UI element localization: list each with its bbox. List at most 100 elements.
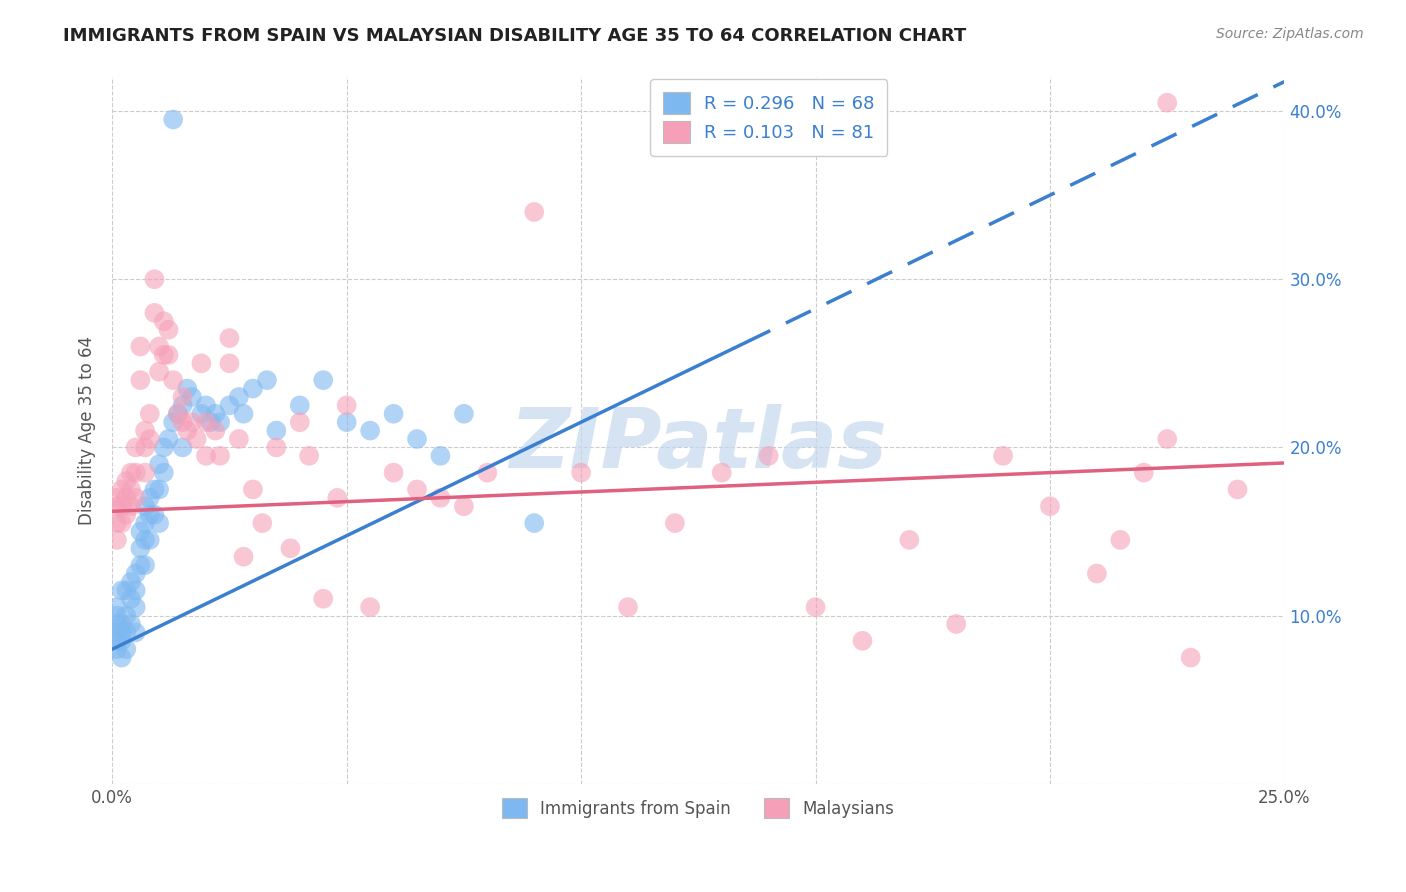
Point	[176, 382, 198, 396]
Point	[266, 441, 288, 455]
Point	[172, 441, 194, 455]
Point	[218, 398, 240, 412]
Point	[172, 415, 194, 429]
Point	[477, 466, 499, 480]
Point	[125, 600, 148, 615]
Point	[359, 600, 381, 615]
Point	[453, 407, 475, 421]
Point	[111, 583, 134, 598]
Point	[111, 633, 134, 648]
Point	[312, 373, 335, 387]
Point	[105, 617, 128, 632]
Point	[523, 516, 546, 530]
Point	[129, 373, 152, 387]
Point	[148, 483, 170, 497]
Point	[195, 398, 218, 412]
Point	[195, 415, 218, 429]
Point	[945, 617, 967, 632]
Point	[336, 398, 359, 412]
Point	[200, 415, 222, 429]
Point	[232, 549, 254, 564]
Point	[1132, 466, 1154, 480]
Point	[115, 625, 138, 640]
Point	[991, 449, 1014, 463]
Point	[139, 432, 162, 446]
Point	[176, 424, 198, 438]
Point	[134, 558, 156, 573]
Point	[120, 617, 142, 632]
Point	[664, 516, 686, 530]
Point	[429, 491, 451, 505]
Point	[898, 533, 921, 547]
Point	[617, 600, 640, 615]
Point	[125, 566, 148, 581]
Point	[153, 348, 176, 362]
Point	[218, 356, 240, 370]
Point	[288, 398, 311, 412]
Point	[143, 306, 166, 320]
Text: IMMIGRANTS FROM SPAIN VS MALAYSIAN DISABILITY AGE 35 TO 64 CORRELATION CHART: IMMIGRANTS FROM SPAIN VS MALAYSIAN DISAB…	[63, 27, 966, 45]
Point	[181, 415, 204, 429]
Point	[105, 533, 128, 547]
Point	[139, 508, 162, 522]
Point	[242, 382, 264, 396]
Point	[162, 112, 184, 127]
Point	[804, 600, 827, 615]
Point	[336, 415, 359, 429]
Point	[120, 466, 142, 480]
Point	[406, 483, 429, 497]
Point	[1085, 566, 1108, 581]
Point	[115, 491, 138, 505]
Point	[125, 441, 148, 455]
Point	[129, 339, 152, 353]
Point	[111, 650, 134, 665]
Point	[115, 474, 138, 488]
Point	[129, 541, 152, 556]
Point	[382, 466, 405, 480]
Y-axis label: Disability Age 35 to 64: Disability Age 35 to 64	[79, 336, 96, 525]
Point	[710, 466, 733, 480]
Point	[190, 407, 212, 421]
Point	[157, 432, 180, 446]
Point	[153, 466, 176, 480]
Point	[298, 449, 321, 463]
Point	[228, 432, 250, 446]
Point	[157, 348, 180, 362]
Point	[734, 95, 756, 110]
Point	[157, 323, 180, 337]
Point	[105, 608, 128, 623]
Point	[125, 466, 148, 480]
Point	[153, 441, 176, 455]
Point	[111, 483, 134, 497]
Point	[129, 558, 152, 573]
Point	[167, 407, 190, 421]
Point	[204, 407, 226, 421]
Point	[209, 449, 232, 463]
Text: ZIPatlas: ZIPatlas	[509, 404, 887, 485]
Point	[181, 390, 204, 404]
Point	[232, 407, 254, 421]
Point	[382, 407, 405, 421]
Point	[406, 432, 429, 446]
Point	[143, 272, 166, 286]
Point	[195, 449, 218, 463]
Point	[139, 491, 162, 505]
Point	[125, 583, 148, 598]
Point	[134, 424, 156, 438]
Point	[139, 407, 162, 421]
Point	[1039, 500, 1062, 514]
Point	[139, 533, 162, 547]
Point	[105, 625, 128, 640]
Point	[453, 500, 475, 514]
Point	[280, 541, 302, 556]
Point	[105, 516, 128, 530]
Point	[1156, 432, 1178, 446]
Point	[125, 625, 148, 640]
Text: Source: ZipAtlas.com: Source: ZipAtlas.com	[1216, 27, 1364, 41]
Point	[134, 466, 156, 480]
Point	[186, 432, 208, 446]
Point	[111, 625, 134, 640]
Point	[105, 491, 128, 505]
Point	[312, 591, 335, 606]
Point	[1156, 95, 1178, 110]
